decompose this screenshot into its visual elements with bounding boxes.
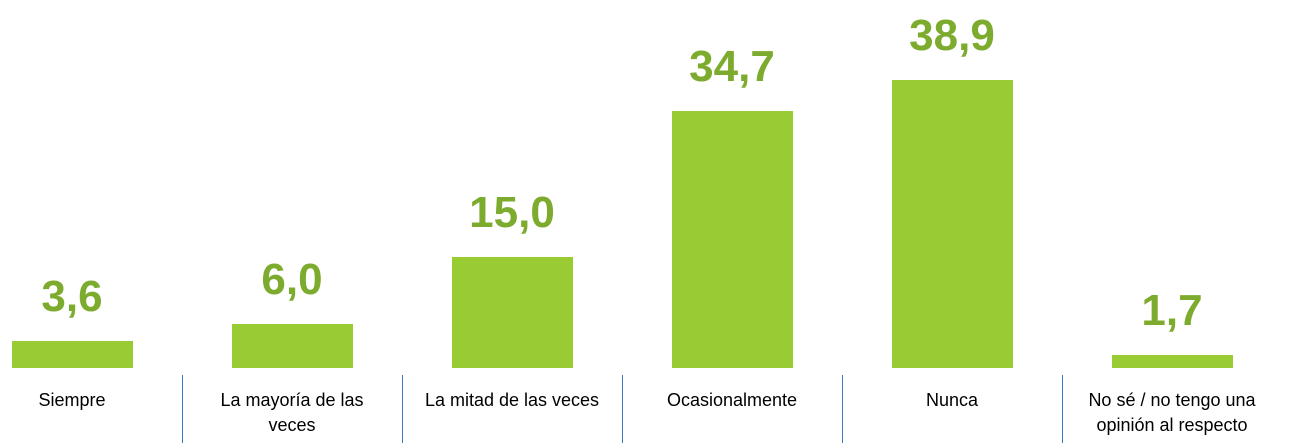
separator — [182, 375, 183, 443]
bar — [671, 111, 793, 368]
separator — [1062, 375, 1063, 443]
separator — [842, 375, 843, 443]
x-tick-label: La mitad de las veces — [424, 390, 600, 410]
x-tick-label: La mayoría de las veces — [220, 390, 364, 435]
x-tick-label: Siempre — [38, 390, 106, 410]
x-tick-label: No sé / no tengo una opinión al respecto — [1088, 390, 1256, 435]
bar — [891, 80, 1013, 368]
value-label: 1,7 — [1141, 286, 1203, 336]
value-label: 38,9 — [909, 11, 995, 60]
separator — [622, 375, 623, 443]
bar — [1111, 355, 1233, 368]
bar — [451, 256, 573, 368]
value-label: 15,0 — [469, 187, 555, 237]
bar — [231, 323, 353, 368]
value-label: 34,7 — [689, 42, 775, 92]
value-label: 3,6 — [41, 272, 103, 322]
x-tick-label: Ocasionalmente — [666, 390, 798, 410]
value-label: 6,0 — [261, 254, 323, 304]
x-tick-label: Nunca — [925, 390, 979, 410]
separator — [402, 375, 403, 443]
bar — [11, 341, 133, 368]
